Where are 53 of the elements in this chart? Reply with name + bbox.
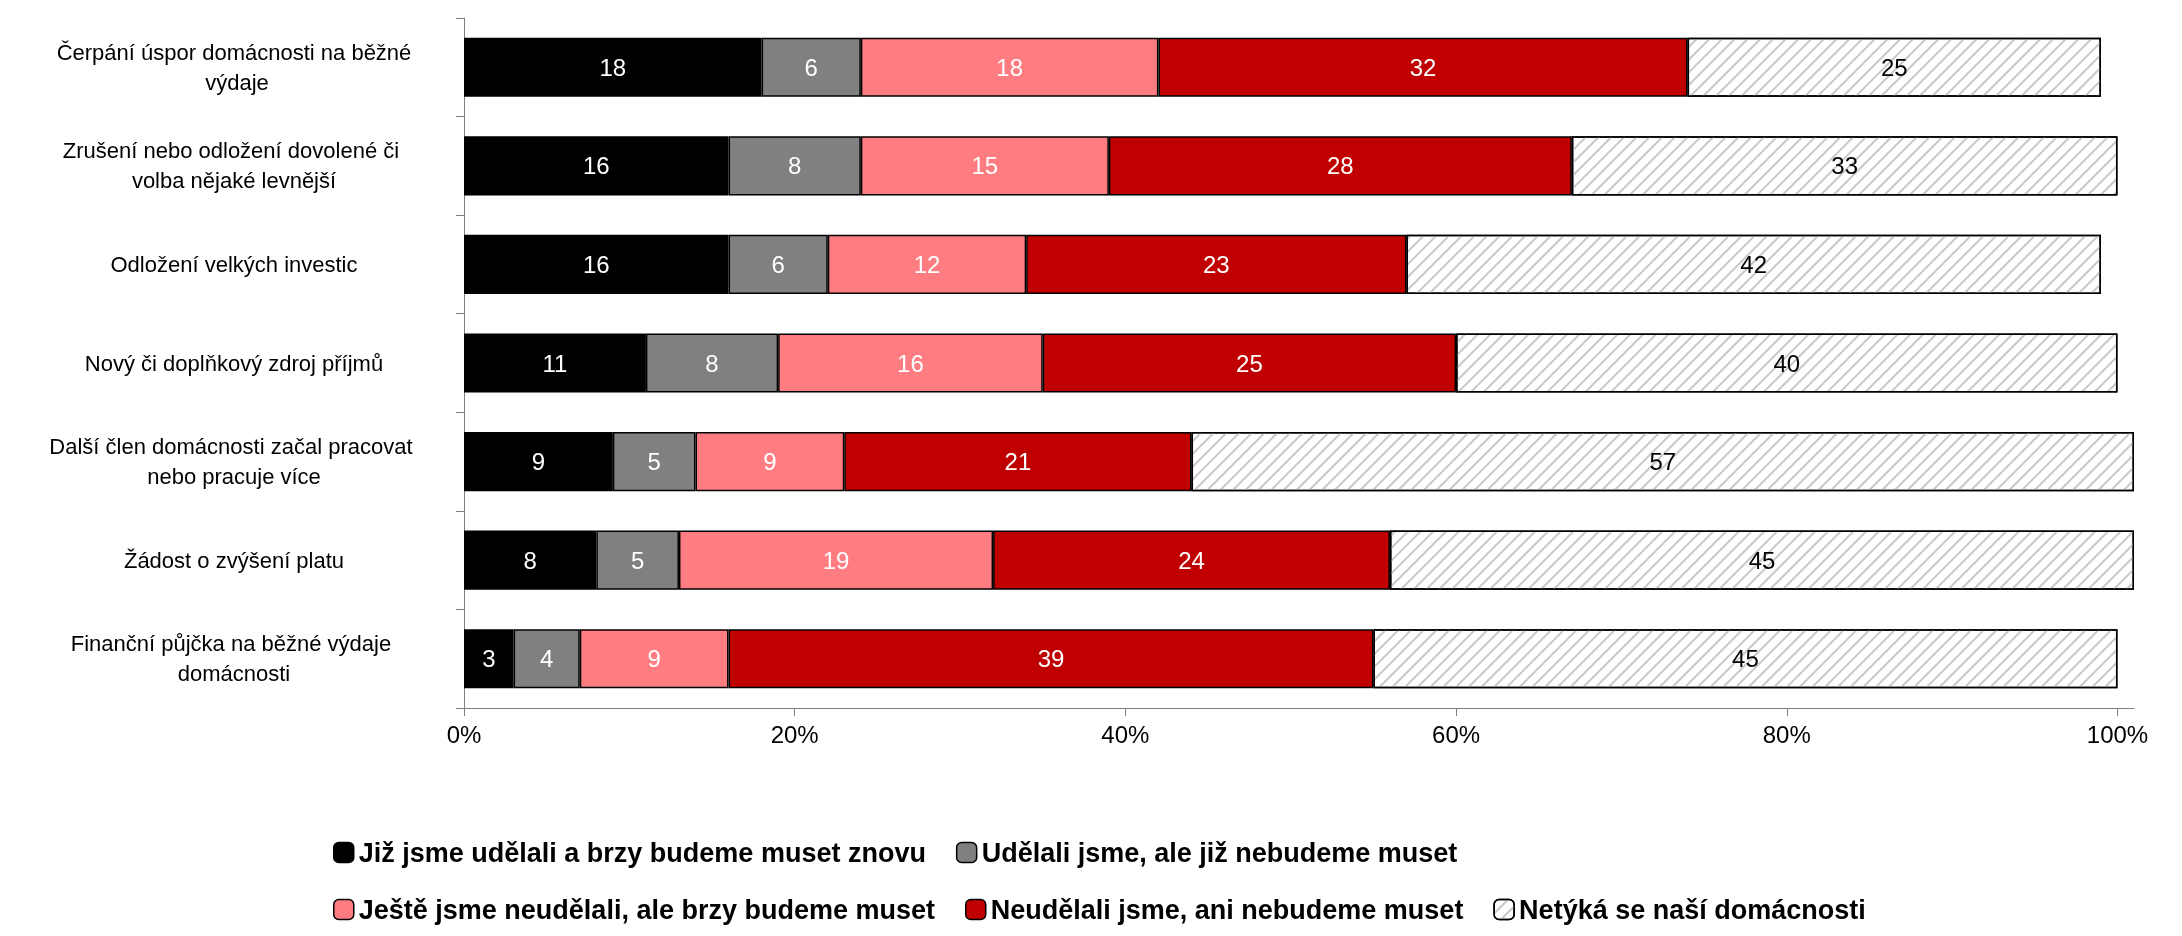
legend-label: Neudělali jsme, ani nebudeme muset: [990, 894, 1464, 925]
data-label: 8: [523, 546, 537, 574]
x-tick-label: 20%: [770, 720, 819, 748]
data-label: 25: [1236, 349, 1263, 377]
data-label: 16: [582, 250, 610, 278]
data-label: 40: [1773, 349, 1801, 377]
x-tick-label: 80%: [1762, 720, 1811, 748]
data-label: 19: [822, 546, 850, 574]
data-label: 9: [647, 645, 661, 673]
data-label: 18: [996, 53, 1023, 81]
data-label: 57: [1649, 448, 1677, 476]
data-label: 15: [971, 152, 999, 180]
legend-label: Udělali jsme, ale již nebudeme muset: [981, 837, 1458, 868]
data-label: 32: [1409, 53, 1437, 81]
x-tick-label: 60%: [1432, 720, 1481, 748]
data-label: 23: [1202, 250, 1230, 278]
y-tick-label: Zrušení nebo odložení dovolené či volba nějaké levnější: [62, 138, 406, 194]
data-label: 45: [1732, 645, 1759, 673]
data-label: 39: [1037, 645, 1065, 673]
x-tick-label: 0%: [446, 720, 482, 748]
data-label: 8: [788, 152, 802, 180]
data-label: 28: [1326, 152, 1354, 180]
data-label: 33: [1831, 152, 1858, 180]
y-tick-label: Odložení velkých investic: [110, 251, 358, 277]
y-tick-label: Další člen domácnosti začal pracovat nebo pracuje více: [49, 434, 419, 490]
data-label: 45: [1748, 546, 1776, 574]
legend-label: Netýká se naší domácnosti: [1519, 894, 1866, 925]
data-label: 18: [599, 53, 627, 81]
data-label: 12: [913, 250, 941, 278]
data-label: 16: [582, 152, 610, 180]
data-label: 21: [1004, 448, 1032, 476]
legend-label: Ještě jsme neudělali, ale brzy budeme muset: [358, 894, 935, 925]
x-tick-label: 40%: [1101, 720, 1150, 748]
y-tick-label: Finanční půjčka na běžné výdaje domácnosti: [70, 631, 398, 687]
x-tick-label: 100%: [2086, 720, 2149, 748]
data-label: 5: [630, 546, 645, 574]
data-label: 6: [804, 53, 818, 81]
data-label: 9: [763, 448, 777, 476]
y-tick-label: Nový či doplňkový zdroj příjmů: [84, 350, 384, 376]
data-label: 11: [542, 349, 568, 377]
data-label: 42: [1740, 250, 1768, 278]
data-label: 16: [897, 349, 924, 377]
data-label: 8: [705, 349, 719, 377]
data-label: 3: [482, 645, 496, 673]
data-label: 6: [771, 250, 785, 278]
data-label: 5: [647, 448, 661, 476]
data-label: 4: [539, 645, 554, 673]
data-label: 25: [1880, 53, 1908, 81]
data-label: 9: [531, 448, 546, 476]
data-label: 24: [1178, 546, 1205, 574]
legend-label: Již jsme udělali a brzy budeme muset znovu: [358, 837, 926, 868]
y-tick-label: Čerpání úspor domácnosti na běžné výdaje: [56, 39, 412, 95]
y-tick-label: Žádost o zvýšení platu: [123, 547, 345, 573]
